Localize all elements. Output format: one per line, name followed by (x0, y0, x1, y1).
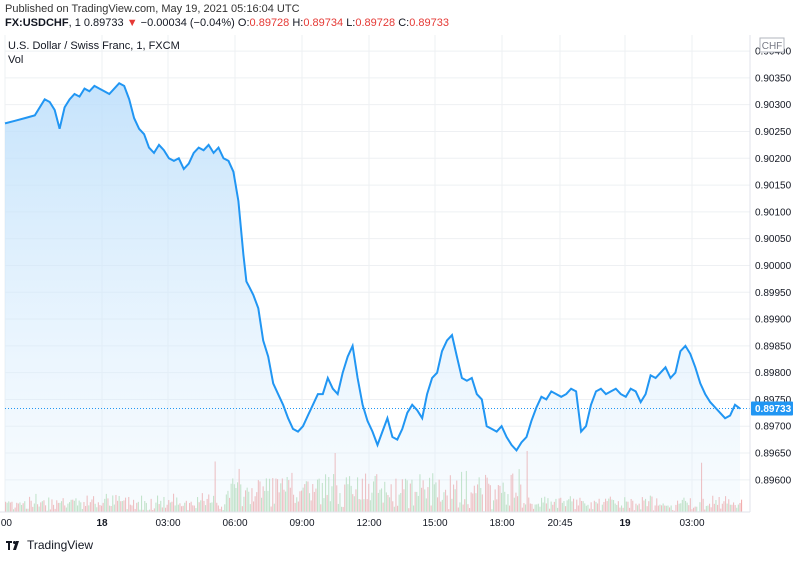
y-tick-label: 0.89850 (755, 341, 792, 352)
open-label: O: (237, 17, 250, 29)
y-tick-label: 0.90250 (755, 127, 792, 138)
low-label: L: (346, 17, 356, 29)
currency-box[interactable]: CHF (759, 37, 785, 53)
y-tick-label: 0.89800 (755, 368, 792, 379)
x-tick-label: 19 (619, 518, 631, 529)
last-value: 0.89733 (83, 17, 124, 29)
high-label: H: (292, 17, 304, 29)
low-value: 0.89728 (355, 17, 396, 29)
brand-label: TradingView (27, 538, 94, 552)
y-tick-label: 0.90000 (755, 261, 792, 272)
y-tick-label: 0.89650 (755, 449, 792, 460)
y-tick-label: 0.90150 (755, 181, 792, 192)
close-label: C: (398, 17, 410, 29)
y-tick-label: 0.90200 (755, 154, 792, 165)
down-arrow-icon: ▼ (126, 17, 138, 29)
interval: 1 (74, 17, 81, 29)
high-value: 0.89734 (303, 17, 344, 29)
legend-title: U.S. Dollar / Swiss Franc, 1, FXCM (8, 40, 180, 52)
y-axis: 0.904000.903500.903000.902500.902000.901… (749, 35, 792, 512)
x-tick-label: 15:00 (422, 518, 447, 529)
y-tick-label: 0.89900 (755, 315, 792, 326)
x-tick-label: :00 (0, 518, 12, 529)
close-value: 0.89733 (409, 17, 449, 29)
last-price-tag: 0.89733 (751, 401, 793, 416)
price-line (4, 81, 741, 453)
y-tick-label: 0.90350 (755, 73, 792, 84)
x-tick-label: 18 (96, 518, 108, 529)
y-tick-label: 0.90050 (755, 234, 792, 245)
tradingview-brand[interactable]: TradingView (5, 538, 93, 552)
symbol-header: FX:USDCHF, 1 0.89733 ▼ −0.00034 (−0.04%)… (5, 17, 449, 29)
price-area (5, 83, 740, 512)
last-price-label: 0.89733 (755, 404, 792, 415)
x-tick-label: 09:00 (289, 518, 314, 529)
x-tick-label: 12:00 (356, 518, 381, 529)
x-tick-label: 20:45 (547, 518, 572, 529)
tradingview-logo-icon (6, 541, 19, 550)
x-axis: :00 18 03:00 06:00 09:00 12:00 15:00 18:00 20:45… (0, 511, 750, 529)
x-tick-label: 06:00 (222, 518, 247, 529)
x-tick-label: 03:00 (679, 518, 704, 529)
open-value: 0.89728 (249, 17, 290, 29)
x-tick-label: 18:00 (489, 518, 514, 529)
x-tick-label: 03:00 (155, 518, 180, 529)
y-tick-label: 0.90300 (755, 100, 792, 111)
currency-label: CHF (762, 41, 783, 52)
y-tick-label: 0.89700 (755, 422, 792, 433)
change-value: −0.00034 (−0.04%) (140, 17, 235, 29)
legend-vol: Vol (8, 54, 24, 66)
y-tick-label: 0.89750 (755, 395, 792, 406)
symbol-name[interactable]: FX:USDCHF (5, 17, 69, 29)
y-tick-label: 0.89600 (755, 475, 792, 486)
y-tick-label: 0.89950 (755, 288, 792, 299)
volume-bar (741, 499, 743, 512)
published-note: Published on TradingView.com, May 19, 20… (5, 3, 300, 15)
y-tick-label: 0.90100 (755, 207, 792, 218)
